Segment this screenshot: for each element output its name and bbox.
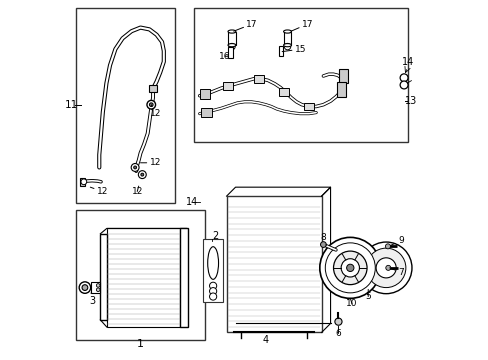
Text: 17: 17	[233, 19, 257, 31]
Bar	[304, 103, 313, 111]
Text: 12: 12	[131, 186, 142, 196]
Bar	[100, 234, 106, 320]
Bar	[253, 75, 264, 83]
Text: 12: 12	[90, 187, 108, 196]
Circle shape	[366, 248, 405, 288]
Text: 9: 9	[390, 237, 403, 246]
Bar	[338, 69, 347, 83]
Ellipse shape	[283, 44, 291, 47]
Text: 14: 14	[401, 57, 413, 67]
Bar	[228, 47, 232, 58]
Circle shape	[360, 242, 411, 294]
Circle shape	[385, 244, 389, 249]
Circle shape	[147, 100, 155, 109]
Circle shape	[131, 163, 139, 171]
Circle shape	[284, 43, 290, 50]
Circle shape	[325, 243, 374, 293]
Bar	[80, 178, 85, 186]
Text: 15: 15	[282, 45, 305, 54]
Circle shape	[334, 318, 341, 325]
Circle shape	[209, 293, 216, 300]
Circle shape	[399, 74, 407, 82]
Text: 4: 4	[263, 334, 268, 345]
Text: 12: 12	[149, 105, 161, 118]
Bar	[76, 8, 174, 203]
Bar	[226, 196, 321, 332]
Text: 3: 3	[89, 293, 95, 306]
Text: 8: 8	[320, 233, 325, 245]
Polygon shape	[106, 228, 180, 327]
Bar	[223, 82, 233, 90]
Circle shape	[399, 81, 407, 89]
Ellipse shape	[227, 44, 235, 47]
Circle shape	[385, 265, 390, 270]
Circle shape	[375, 258, 395, 278]
Circle shape	[209, 282, 216, 289]
Bar	[278, 88, 288, 96]
Circle shape	[346, 264, 353, 271]
Circle shape	[333, 251, 366, 285]
Bar	[278, 46, 282, 56]
Bar	[283, 32, 291, 45]
Circle shape	[138, 171, 146, 179]
Bar	[180, 228, 187, 327]
Circle shape	[209, 288, 216, 295]
Bar	[336, 82, 345, 97]
Bar	[199, 89, 210, 99]
Circle shape	[82, 285, 88, 291]
Circle shape	[79, 282, 90, 293]
Circle shape	[81, 179, 86, 185]
Circle shape	[341, 259, 359, 277]
Bar	[76, 211, 204, 339]
Ellipse shape	[283, 30, 291, 33]
Text: 11: 11	[65, 100, 78, 110]
Bar	[194, 8, 407, 142]
Circle shape	[228, 43, 235, 50]
Text: 7: 7	[389, 268, 403, 277]
Circle shape	[133, 166, 136, 169]
Bar	[227, 32, 235, 45]
Circle shape	[149, 103, 153, 107]
Text: 5: 5	[365, 289, 370, 301]
Circle shape	[96, 284, 100, 287]
Bar	[90, 282, 100, 293]
Circle shape	[320, 242, 325, 247]
Text: 16: 16	[219, 52, 230, 61]
Bar	[201, 108, 212, 117]
Text: 17: 17	[290, 19, 313, 31]
Circle shape	[319, 237, 380, 298]
Text: 12: 12	[140, 158, 161, 167]
Text: 1: 1	[137, 339, 143, 349]
Bar	[149, 85, 157, 92]
Circle shape	[96, 288, 100, 292]
Text: 14: 14	[186, 197, 198, 207]
Text: 13: 13	[404, 96, 417, 106]
Text: 2: 2	[212, 231, 219, 240]
Circle shape	[141, 173, 143, 176]
Text: 10: 10	[346, 298, 357, 308]
Ellipse shape	[227, 30, 235, 33]
Text: 6: 6	[335, 326, 341, 338]
Ellipse shape	[207, 247, 218, 279]
Bar	[203, 239, 223, 302]
